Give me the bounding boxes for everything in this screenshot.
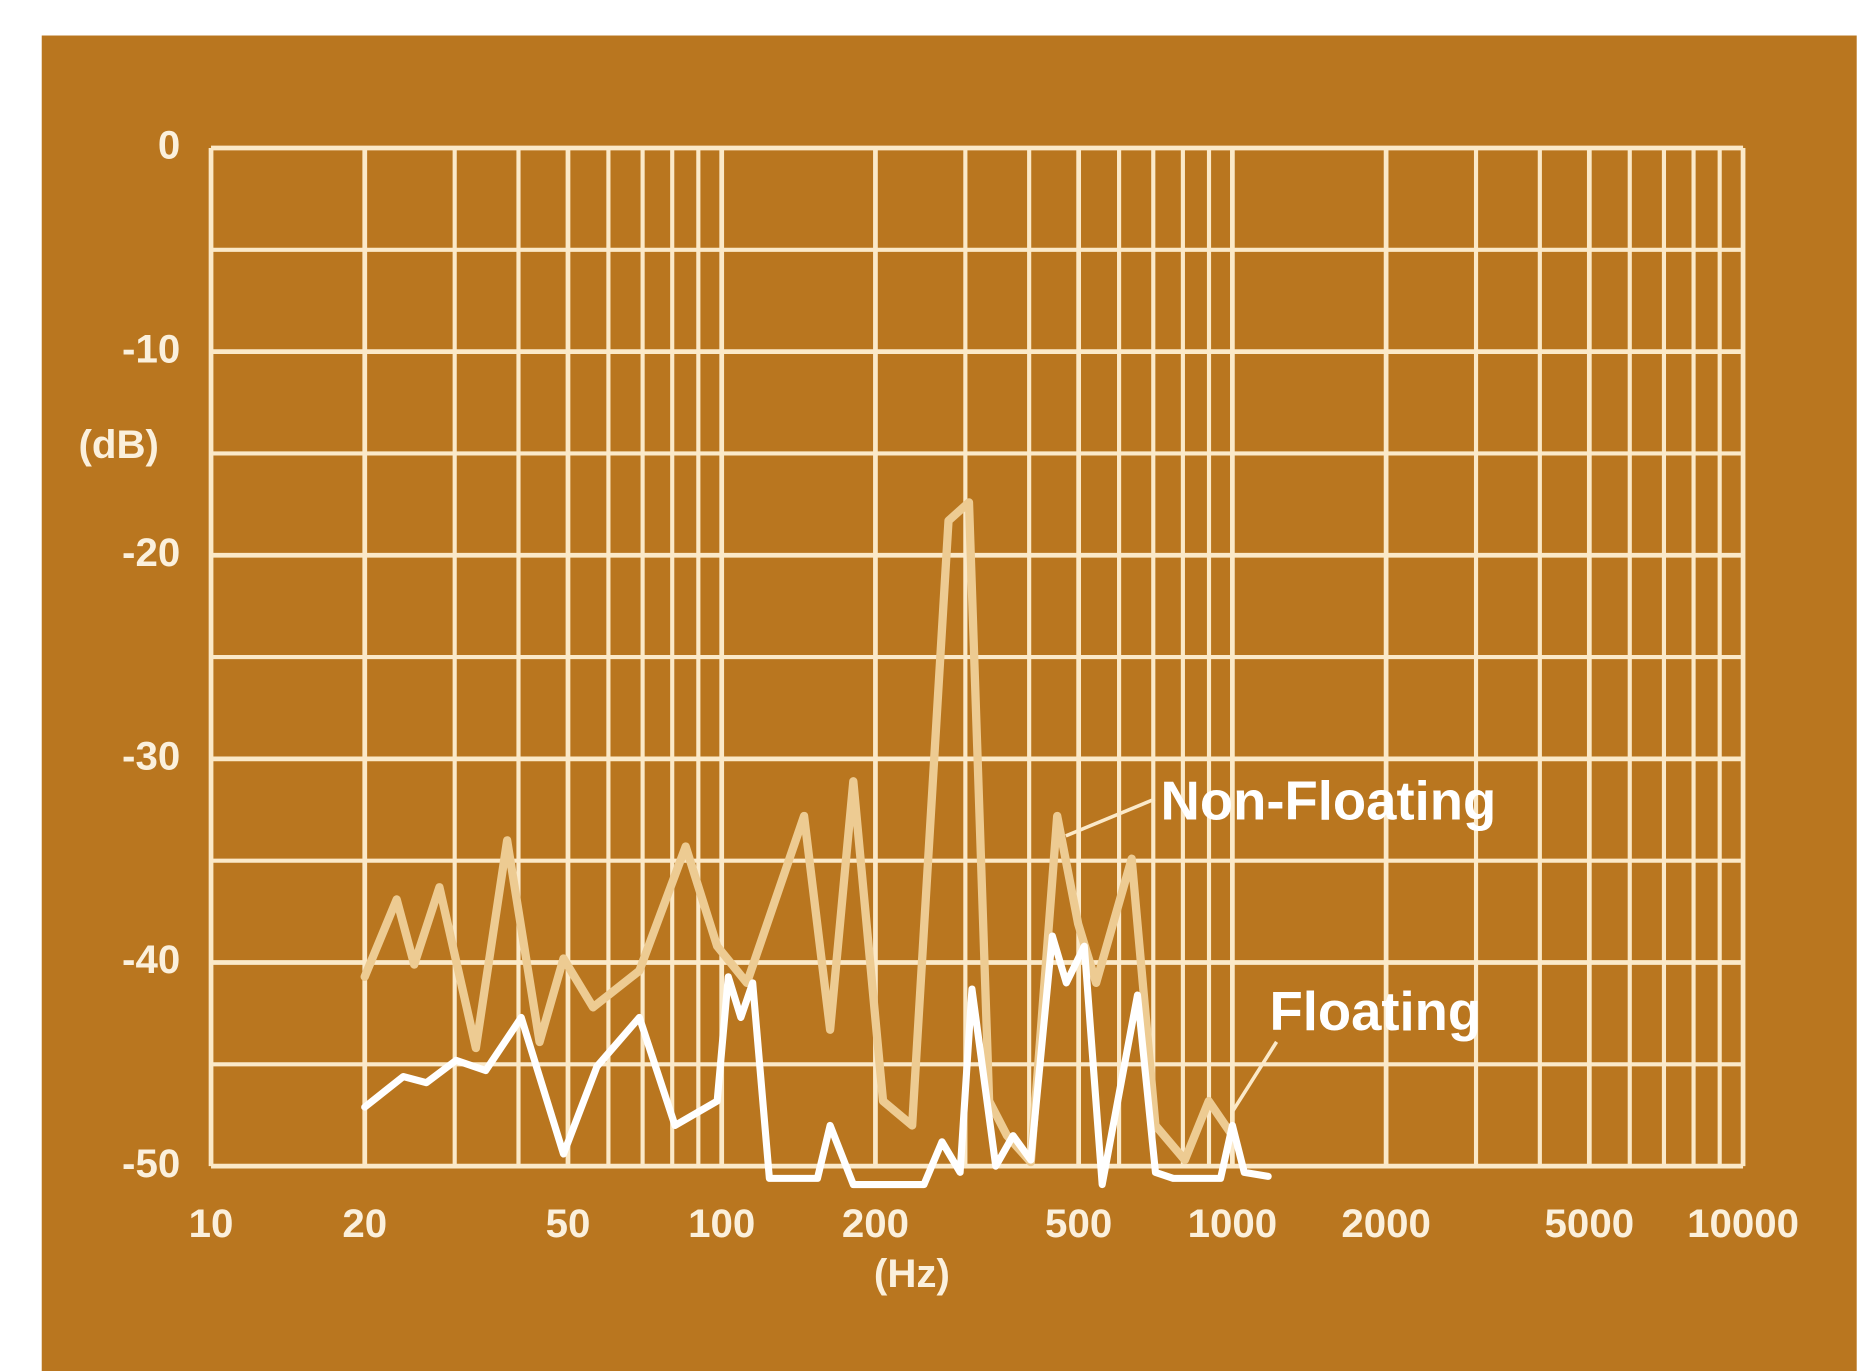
x-tick-label: 10	[189, 1201, 234, 1246]
y-tick-label: -50	[122, 1141, 180, 1186]
y-tick-label: 0	[158, 123, 180, 168]
x-tick-label: 100	[688, 1201, 755, 1246]
leader-line	[1230, 1040, 1279, 1114]
x-tick-label: 1000	[1188, 1201, 1278, 1246]
x-tick-label: 20	[342, 1201, 387, 1246]
x-tick-label: 5000	[1545, 1201, 1635, 1246]
y-tick-label: -10	[122, 326, 180, 371]
background	[41, 35, 1857, 1371]
series-label: Floating	[1269, 981, 1481, 1042]
y-tick-label: -20	[122, 530, 180, 575]
x-axis-label: (Hz)	[874, 1251, 950, 1296]
x-tick-label: 2000	[1341, 1201, 1431, 1246]
series-label: Non-Floating	[1161, 770, 1497, 831]
y-tick-label: -30	[122, 734, 180, 779]
x-tick-label: 500	[1045, 1201, 1112, 1246]
leader-line	[1065, 797, 1156, 838]
grid	[208, 145, 1746, 1169]
x-tick-label: 50	[546, 1201, 591, 1246]
series-line	[360, 498, 1237, 1167]
x-tick-label: 200	[842, 1201, 909, 1246]
y-axis-label: (dB)	[78, 422, 158, 467]
series-line	[361, 932, 1272, 1189]
y-tick-label: -40	[122, 937, 180, 982]
x-tick-label: 10000	[1687, 1201, 1799, 1246]
curves	[360, 498, 1272, 1189]
